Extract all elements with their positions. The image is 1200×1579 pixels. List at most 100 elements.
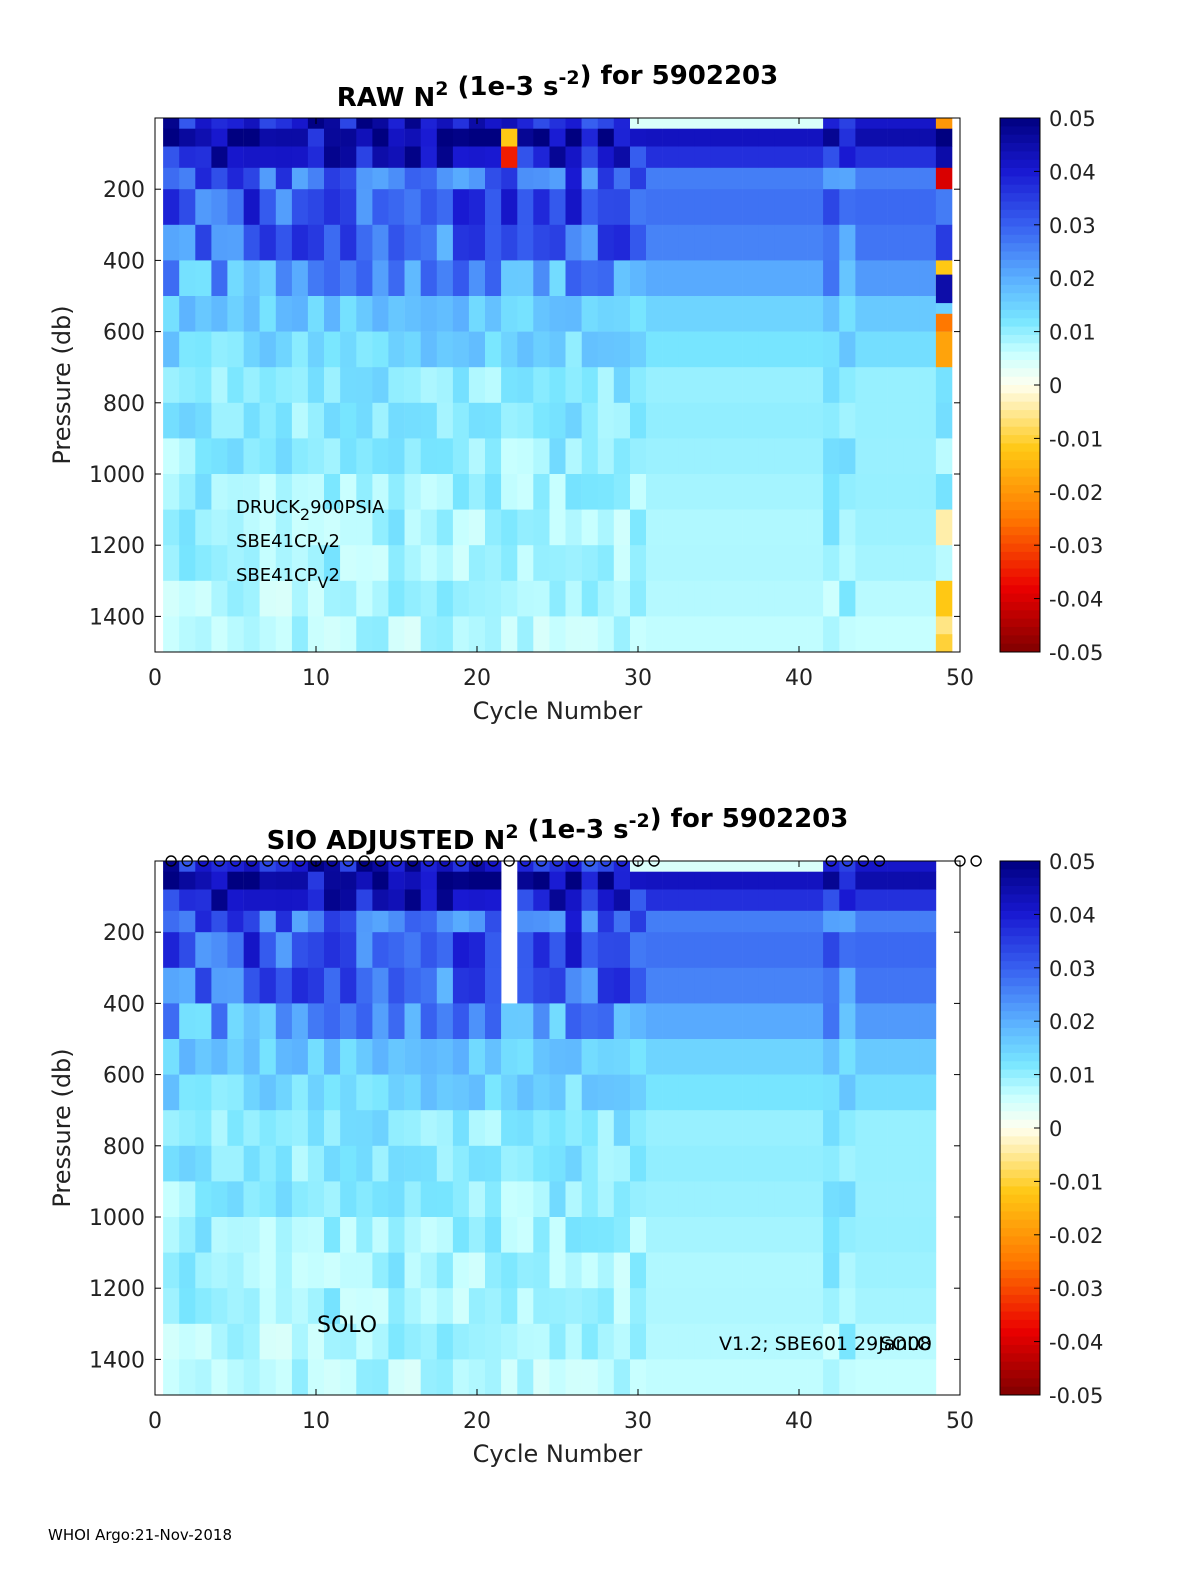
heatmap-cell [581,118,599,129]
heatmap-cell [662,580,679,617]
heatmap-cell [420,889,438,912]
heatmap-cell [613,509,631,546]
heatmap-cell [485,509,502,546]
heatmap-cell [436,545,454,582]
heatmap-cell [710,1074,727,1111]
heatmap-cell [565,1003,582,1040]
heatmap-cell [630,367,647,404]
heatmap-cell [823,146,840,169]
heatmap-cell [275,1039,293,1075]
heatmap-cell [179,296,196,332]
heatmap-cell [468,1110,486,1147]
heatmap-cell [517,1217,534,1253]
heatmap-cell [356,616,373,653]
heatmap-cell [758,224,776,261]
heatmap-cell [468,128,486,147]
heatmap-cell [356,910,373,933]
heatmap-cell [404,438,421,475]
colorbar-swatch [1000,376,1040,386]
heatmap-cell [452,545,470,582]
heatmap-cell [613,189,631,226]
heatmap-cell [630,1359,647,1396]
heatmap-cell [195,402,212,439]
colorbar-swatch [1000,510,1040,519]
heatmap-cell [388,509,405,546]
heatmap-cell [259,1003,276,1040]
heatmap-cell [340,1217,357,1253]
heatmap-cell [533,224,550,261]
heatmap-cell [726,1145,743,1182]
heatmap-cell [774,545,792,582]
heatmap-cell [436,367,454,404]
heatmap-cell [662,402,679,439]
heatmap-cell [613,1039,631,1075]
heatmap-cell [887,1359,904,1396]
heatmap-cell [243,967,260,1004]
heatmap-cell [742,260,759,297]
heatmap-cell [163,509,180,546]
heatmap-cell [533,1003,550,1040]
heatmap-cell [678,146,695,169]
heatmap-cell [710,1323,727,1360]
heatmap-cell [791,128,808,147]
colorbar-swatch [1000,1361,1040,1371]
heatmap-cell [163,367,180,404]
heatmap-cell [774,910,792,933]
heatmap-cell [662,545,679,582]
y-tick-label: 600 [103,1064,145,1089]
heatmap-cell [903,1039,921,1075]
heatmap-cell [565,146,582,169]
heatmap-cell [436,260,454,297]
heatmap-cell [291,1252,309,1289]
heatmap-cell [485,402,502,439]
heatmap-cell [533,545,550,582]
y-tick-label: 800 [103,1135,145,1160]
heatmap-cell [565,871,582,890]
heatmap-cell [597,438,615,475]
heatmap-cell [758,1145,776,1182]
heatmap-cell [404,1003,421,1040]
heatmap-cell [501,189,518,226]
heatmap-cell [807,1145,824,1182]
heatmap-cell [195,1110,212,1147]
heatmap-cell [742,545,759,582]
heatmap-cell [291,1003,309,1040]
heatmap-cell [275,224,293,261]
heatmap-cell [581,296,599,332]
heatmap-cell [597,167,615,190]
heatmap-cell [211,1181,228,1218]
heatmap-cell [839,367,856,404]
heatmap-cell [710,128,727,147]
heatmap-cell [549,509,566,546]
heatmap-cell [275,1145,293,1182]
heatmap-cell [436,331,454,368]
heatmap-cell [517,474,534,510]
heatmap-cell [243,1110,260,1147]
heatmap-cell [613,367,631,404]
heatmap-cell [887,331,904,368]
heatmap-cell [517,1039,534,1075]
heatmap-cell [742,967,759,1004]
heatmap-cell [630,1181,647,1218]
heatmap-cell [839,1359,856,1396]
heatmap-cell [823,167,840,190]
heatmap-cell [340,1359,357,1396]
heatmap-cell [452,146,470,169]
cycle-marker [262,855,274,867]
heatmap-cell [726,871,743,890]
heatmap-cell [855,1323,872,1360]
colorbar-swatch [1000,551,1040,561]
heatmap-cell [404,367,421,404]
colorbar-swatch [1000,318,1040,327]
heatmap-cell [468,1323,486,1360]
heatmap-cell [179,1288,196,1325]
colorbar-swatch [1000,1228,1040,1237]
heatmap-cell [710,616,727,653]
heatmap-cell [774,1003,792,1040]
colorbar-swatch [1000,251,1040,261]
colorbar: 0.050.040.030.020.010-0.01-0.02-0.03-0.0… [999,850,1103,1408]
heatmap-cell [903,367,921,404]
colorbar-swatch [1000,468,1040,478]
heatmap-cell [404,1110,421,1147]
heatmap-cell [807,861,824,872]
